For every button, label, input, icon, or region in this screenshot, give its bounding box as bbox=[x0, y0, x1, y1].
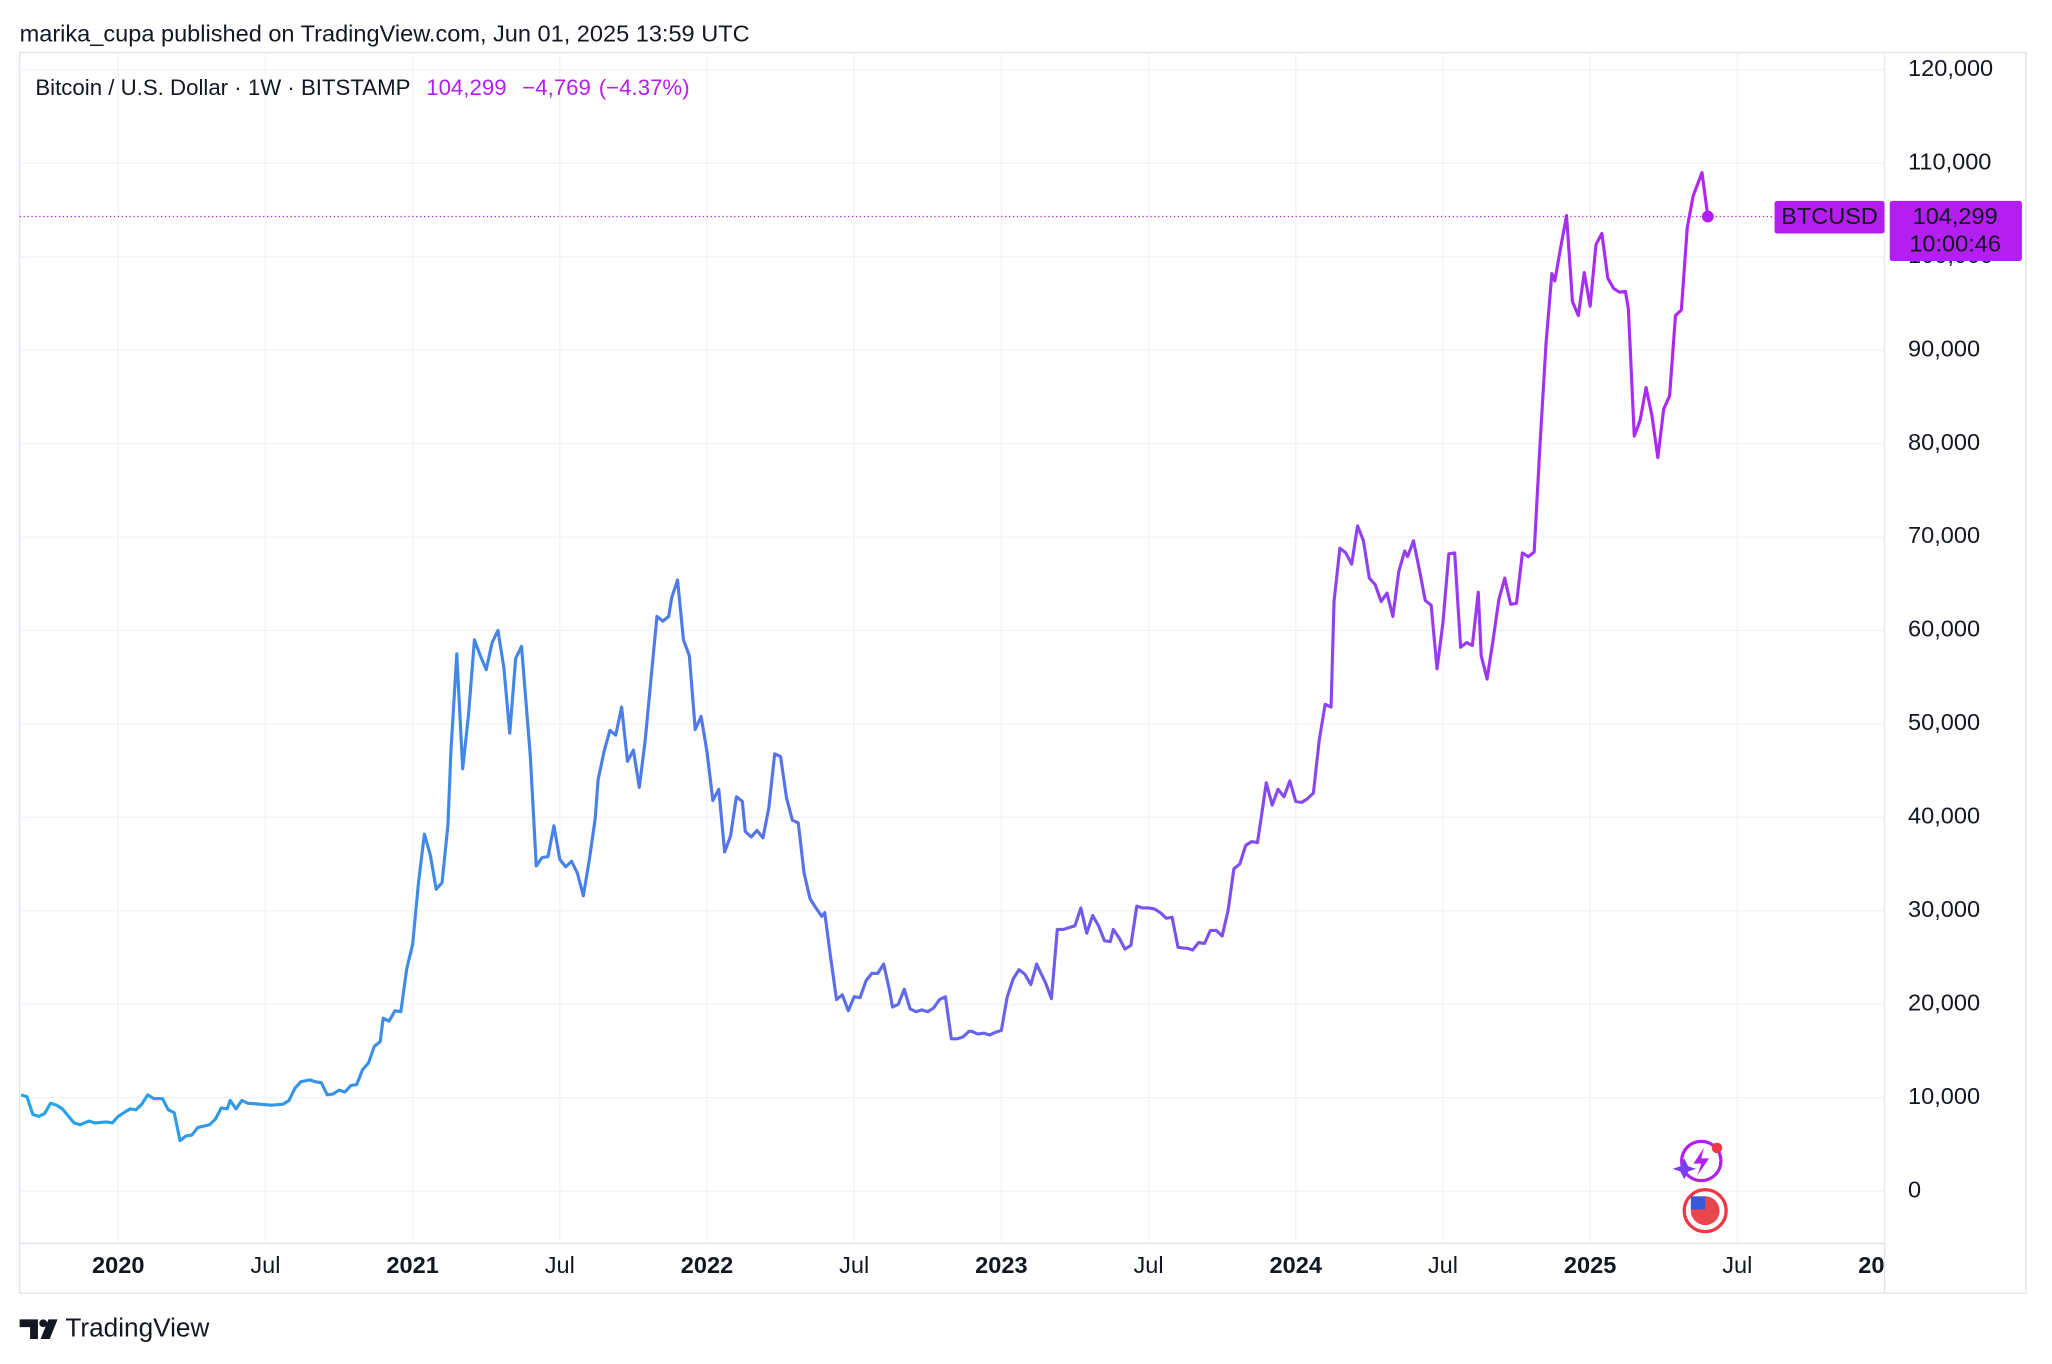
publisher-header: marika_cupa published on TradingView.com… bbox=[20, 21, 750, 47]
x-tick-label: 2022 bbox=[681, 1252, 733, 1278]
x-axis: 2020 Jul 2021 Jul 2022 Jul 2023 Jul 2024 Jul 2025 J… bbox=[92, 1252, 1910, 1278]
legend: Bitcoin / U.S. Dollar · 1W · BITSTAMP 104… bbox=[35, 75, 689, 100]
x-tick-label: 2023 bbox=[975, 1252, 1027, 1278]
countdown-label: 10:00:46 bbox=[1909, 231, 2001, 257]
x-tick-label: Jul bbox=[250, 1252, 280, 1278]
x-tick-label: 2021 bbox=[386, 1252, 438, 1278]
brand-logo bbox=[19, 1319, 58, 1339]
y-tick-label: 50,000 bbox=[1908, 709, 1980, 735]
x-tick-label: Jul bbox=[545, 1252, 575, 1278]
grid bbox=[19, 52, 1885, 1244]
x-tick-label: Jul bbox=[1722, 1252, 1752, 1278]
y-tick-label: 10,000 bbox=[1908, 1083, 1980, 1109]
price-tag bbox=[1889, 200, 2022, 262]
brand-name: TradingView bbox=[65, 1313, 209, 1343]
y-tick-label: 90,000 bbox=[1908, 335, 1980, 361]
y-tick-label: 110,000 bbox=[1908, 148, 1991, 174]
x-tick-label: Jul bbox=[1428, 1252, 1458, 1278]
legend-price: 104,299 bbox=[426, 75, 506, 100]
symbol-tag-label: BTCUSD bbox=[1781, 203, 1878, 229]
legend-change-pct: (−4.37%) bbox=[599, 75, 690, 100]
y-tick-label: 60,000 bbox=[1908, 616, 1980, 642]
x-tick-label: 2025 bbox=[1564, 1252, 1616, 1278]
legend-title: Bitcoin / U.S. Dollar · 1W · BITSTAMP bbox=[35, 75, 410, 100]
x-tick-label: 2020 bbox=[92, 1252, 144, 1278]
legend-change: −4,769 bbox=[522, 75, 591, 100]
y-tick-label: 40,000 bbox=[1908, 803, 1980, 829]
x-tick-label: 2026 bbox=[1858, 1252, 1910, 1278]
flash-glyph bbox=[1693, 1147, 1710, 1176]
y-tick-label: 0 bbox=[1908, 1176, 1921, 1202]
y-tick-label: 80,000 bbox=[1908, 429, 1980, 455]
flag-canton bbox=[1690, 1196, 1706, 1210]
y-tick-label: 120,000 bbox=[1908, 55, 1993, 81]
price-tag-label: 104,299 bbox=[1913, 203, 1998, 229]
y-tick-label: 20,000 bbox=[1908, 989, 1980, 1015]
frame bbox=[18, 51, 2027, 1294]
x-tick-label: Jul bbox=[839, 1252, 869, 1278]
x-tick-label: 2024 bbox=[1270, 1252, 1322, 1278]
sparkle bbox=[1672, 1158, 1697, 1180]
brand-logo-dot bbox=[39, 1319, 48, 1328]
price-line bbox=[20, 171, 1710, 1143]
brand: TradingView bbox=[19, 1313, 209, 1343]
notification-dot bbox=[1711, 1142, 1723, 1154]
symbol-tag bbox=[1774, 200, 1885, 234]
last-point bbox=[1701, 210, 1714, 223]
y-tick-label: 30,000 bbox=[1908, 896, 1980, 922]
event-icons bbox=[1672, 1139, 1728, 1234]
y-tick-label: 70,000 bbox=[1908, 522, 1980, 548]
y-axis: 0 10,000 20,000 30,000 40,000 50,000 60,000 70,… bbox=[1908, 55, 1993, 1202]
x-tick-label: Jul bbox=[1134, 1252, 1164, 1278]
